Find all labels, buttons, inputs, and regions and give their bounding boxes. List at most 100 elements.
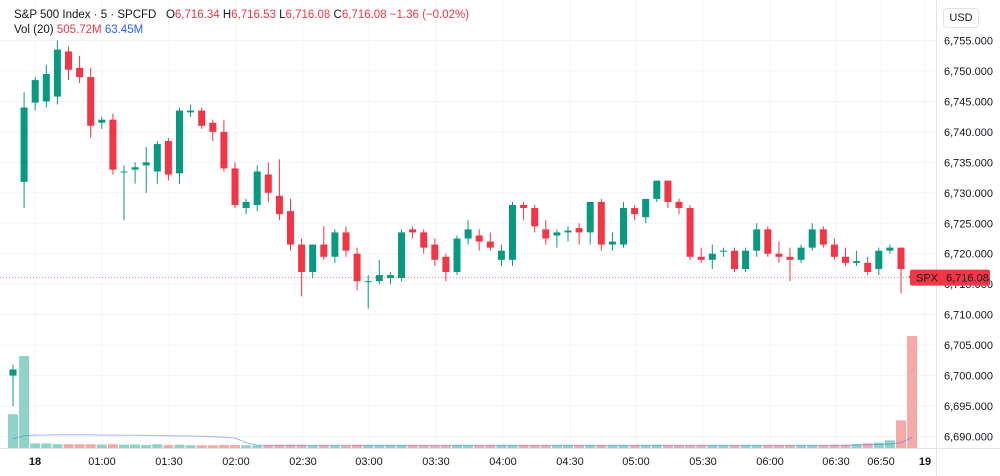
candle: [153, 141, 161, 184]
candle-body: [786, 256, 794, 260]
volume-bar: [851, 444, 862, 448]
candle: [398, 229, 405, 282]
candle-body: [808, 229, 816, 248]
candle-body: [187, 110, 195, 113]
time-tick-label: 01:00: [88, 456, 116, 468]
price-tick-label: 6,700.000: [944, 371, 993, 383]
volume-ma-line: [12, 434, 913, 446]
candle-body: [742, 250, 750, 269]
currency-button[interactable]: USD: [943, 8, 979, 28]
price-tick-label: 6,735.000: [944, 157, 993, 169]
candle-body: [298, 244, 306, 273]
time-tick-label: 02:30: [289, 456, 317, 468]
price-tick-label: 6,725.000: [944, 218, 993, 230]
volume-bar: [341, 445, 351, 448]
volume-label[interactable]: Vol (20): [14, 24, 54, 36]
candle-body: [620, 208, 627, 245]
volume-bar: [30, 443, 41, 448]
candle-body: [253, 171, 261, 205]
price-axis[interactable]: 6,690.000 6,695.000 6,700.000 6,705.000 6,71…: [944, 36, 993, 444]
candle: [309, 244, 317, 279]
candle-body: [131, 167, 139, 170]
candle: [664, 180, 672, 209]
chart-grid: [0, 0, 936, 448]
volume-bar: [651, 444, 662, 448]
candle-body: [287, 211, 294, 245]
candle-body: [275, 195, 283, 215]
volume-bar: [407, 445, 418, 448]
candle-body: [653, 180, 661, 199]
volume-bars: [8, 336, 918, 448]
candle: [775, 241, 783, 263]
candle-body: [331, 232, 339, 257]
volume-bar: [41, 443, 52, 448]
candle: [631, 204, 639, 221]
volume-bar: [374, 445, 385, 448]
candle: [364, 275, 372, 309]
volume-bar: [896, 420, 906, 448]
volume-bar: [274, 444, 285, 448]
volume-bar: [52, 444, 63, 448]
candle-body: [642, 198, 650, 218]
candle-body: [897, 247, 905, 269]
volume-bar: [662, 445, 673, 448]
candle-body: [553, 232, 561, 236]
candle-body: [631, 208, 639, 215]
candle-body: [398, 232, 405, 279]
time-tick-label: 04:30: [556, 456, 584, 468]
candle-body: [353, 253, 361, 282]
volume-bar: [85, 444, 96, 448]
candle: [520, 201, 528, 221]
candle-body: [109, 119, 117, 170]
volume-bar: [540, 445, 551, 448]
candle-body: [264, 174, 272, 193]
candle: [287, 198, 294, 251]
candle-body: [153, 144, 161, 172]
time-tick-label: 18: [29, 456, 41, 468]
volume-bar: [74, 444, 85, 448]
candle: [575, 223, 583, 245]
volume-bar: [729, 445, 740, 448]
candle: [65, 46, 72, 81]
candle-body: [486, 241, 494, 248]
time-tick-label: 03:00: [355, 456, 383, 468]
symbol-label[interactable]: S&P 500 Index · 5 · SPCFD: [14, 9, 157, 21]
volume-bar: [785, 445, 795, 448]
volume-bar: [207, 445, 218, 448]
volume-ma-value: 63.45M: [104, 24, 144, 36]
candle: [464, 220, 472, 245]
candle-body: [531, 208, 539, 227]
candle-body: [542, 229, 550, 239]
volume-bar: [529, 445, 540, 448]
volume-bar: [563, 445, 573, 448]
candle: [886, 244, 894, 254]
volume-bar: [318, 445, 329, 448]
candle-body: [176, 110, 183, 174]
volume-bar: [363, 445, 374, 448]
candle: [697, 247, 705, 263]
candle: [842, 247, 849, 266]
price-tick-label: 6,745.000: [944, 96, 993, 108]
candle-body: [409, 229, 417, 233]
candle-body: [164, 141, 172, 175]
volume-bar: [218, 444, 229, 448]
candle-body: [497, 250, 505, 260]
candle: [131, 162, 139, 184]
candle-body: [220, 131, 228, 169]
candle: [830, 238, 838, 260]
volume-bar: [907, 336, 918, 448]
candle: [42, 64, 50, 108]
volume-bar: [574, 445, 585, 448]
candle-body: [753, 229, 761, 251]
candle: [231, 162, 239, 209]
time-axis[interactable]: 18 01:00 01:30 02:00 02:30 03:00 03:30 04:00 04:…: [29, 456, 931, 468]
candle: [198, 107, 206, 129]
candle-body: [853, 261, 861, 263]
candle: [564, 226, 572, 242]
candle: [353, 247, 361, 291]
candle-body: [420, 232, 428, 248]
candle: [731, 247, 738, 273]
volume-bar: [385, 445, 396, 448]
price-tick-label: 6,750.000: [944, 66, 993, 78]
